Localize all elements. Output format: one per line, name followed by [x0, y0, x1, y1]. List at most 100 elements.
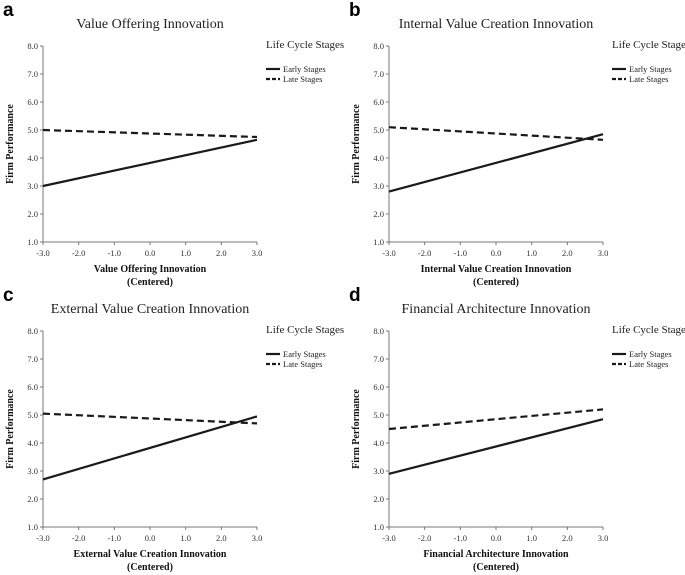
x-tick-label: 1.0: [180, 248, 191, 258]
x-tick-label: 3.0: [252, 533, 263, 543]
axes: [42, 46, 257, 243]
y-tick-label: 2.0: [373, 494, 384, 504]
legend-item-label: Late Stages: [629, 74, 668, 84]
axes: [42, 331, 257, 528]
x-tick-label: 0.0: [145, 533, 156, 543]
x-tick-label: 3.0: [598, 248, 609, 258]
x-tick-label: -1.0: [454, 533, 467, 543]
x-tick-label: -3.0: [382, 248, 395, 258]
series-line-early-stages: [388, 418, 604, 475]
y-tick-label: 1.0: [373, 522, 384, 532]
chart-title: Value Offering Innovation: [76, 17, 223, 32]
x-tick-label: 2.0: [562, 533, 573, 543]
y-tick-label: 8.0: [373, 326, 384, 336]
panel-letter: b: [349, 0, 361, 21]
legend-item-label: Late Stages: [629, 359, 668, 369]
legend-item-label: Early Stages: [283, 349, 326, 359]
legend-item-label: Early Stages: [629, 349, 672, 359]
legend-item-label: Late Stages: [283, 74, 322, 84]
y-tick-label: 5.0: [27, 125, 38, 135]
x-axis-label: Financial Architecture Innovation: [423, 549, 569, 560]
series-line-late-stages: [388, 408, 604, 431]
y-tick-label: 4.0: [373, 153, 384, 163]
legend-item-label: Early Stages: [629, 64, 672, 74]
y-tick-label: 1.0: [27, 522, 38, 532]
chart-title: Financial Architecture Innovation: [402, 302, 591, 317]
legend-title: Life Cycle Stages: [612, 324, 685, 336]
panel-letter: a: [3, 0, 14, 21]
x-tick-label: 1.0: [180, 533, 191, 543]
series-line-early-stages: [42, 415, 258, 481]
series-line-late-stages: [42, 412, 258, 425]
y-tick-label: 7.0: [27, 69, 38, 79]
chart-panel-d: d Financial Architecture Innovation 1.0 2.0…: [349, 285, 685, 573]
y-tick-label: 8.0: [27, 326, 38, 336]
y-tick-label: 3.0: [27, 466, 38, 476]
x-tick-label: 2.0: [216, 533, 227, 543]
series-line-early-stages: [42, 138, 258, 188]
legend-item-label: Late Stages: [283, 359, 322, 369]
chart-title: External Value Creation Innovation: [51, 302, 249, 317]
y-axis-label: Firm Performance: [351, 389, 362, 469]
y-tick-label: 7.0: [373, 69, 384, 79]
legend-title: Life Cycle Stages: [612, 39, 685, 51]
series-line-late-stages: [42, 128, 258, 139]
y-tick-label: 5.0: [373, 410, 384, 420]
y-axis-label: Firm Performance: [5, 389, 16, 469]
x-tick-label: -2.0: [418, 248, 431, 258]
y-tick-label: 1.0: [27, 237, 38, 247]
panel-letter: c: [3, 285, 14, 306]
x-tick-label: 0.0: [145, 248, 156, 258]
x-tick-label: -2.0: [418, 533, 431, 543]
chart-panel-b: b Internal Value Creation Innovation 1.0 2.…: [349, 0, 685, 288]
x-tick-label: 2.0: [216, 248, 227, 258]
legend-title: Life Cycle Stages: [266, 39, 344, 51]
y-tick-label: 2.0: [27, 494, 38, 504]
y-tick-label: 8.0: [373, 41, 384, 51]
x-axis-label-sub: (Centered): [127, 562, 173, 573]
y-tick-label: 6.0: [27, 382, 38, 392]
chart-panel-a: a Value Offering Innovation 1.0 2.0 3.0 4.0 5.…: [3, 0, 344, 288]
x-tick-label: -3.0: [36, 533, 49, 543]
x-tick-label: -2.0: [72, 248, 85, 258]
y-tick-label: 4.0: [373, 438, 384, 448]
x-tick-label: 1.0: [526, 248, 537, 258]
y-tick-label: 6.0: [373, 97, 384, 107]
series-line-early-stages: [388, 133, 604, 193]
y-tick-label: 3.0: [373, 181, 384, 191]
x-axis-label: Internal Value Creation Innovation: [421, 264, 572, 275]
x-tick-label: -3.0: [36, 248, 49, 258]
x-axis-label-sub: (Centered): [473, 562, 519, 573]
y-tick-label: 5.0: [373, 125, 384, 135]
y-axis-label: Firm Performance: [5, 104, 16, 184]
y-tick-label: 7.0: [27, 354, 38, 364]
y-tick-label: 6.0: [27, 97, 38, 107]
y-tick-label: 2.0: [373, 209, 384, 219]
x-tick-label: 3.0: [598, 533, 609, 543]
x-tick-label: 0.0: [491, 533, 502, 543]
x-tick-label: -1.0: [108, 533, 121, 543]
x-axis-label: External Value Creation Innovation: [74, 549, 227, 560]
y-tick-label: 1.0: [373, 237, 384, 247]
series-line-late-stages: [388, 126, 604, 141]
x-tick-label: -1.0: [108, 248, 121, 258]
chart-title: Internal Value Creation Innovation: [399, 17, 594, 32]
x-tick-label: -1.0: [454, 248, 467, 258]
x-axis-label-sub: (Centered): [473, 277, 519, 288]
x-tick-label: 2.0: [562, 248, 573, 258]
x-axis-label: Value Offering Innovation: [94, 264, 207, 275]
y-tick-label: 3.0: [373, 466, 384, 476]
axes: [388, 46, 603, 243]
y-tick-label: 3.0: [27, 181, 38, 191]
x-tick-label: 3.0: [252, 248, 263, 258]
y-tick-label: 7.0: [373, 354, 384, 364]
y-tick-label: 6.0: [373, 382, 384, 392]
panel-letter: d: [349, 285, 361, 306]
x-axis-label-sub: (Centered): [127, 277, 173, 288]
x-tick-label: 0.0: [491, 248, 502, 258]
x-tick-label: -2.0: [72, 533, 85, 543]
x-tick-label: -3.0: [382, 533, 395, 543]
axes: [388, 331, 603, 528]
y-tick-label: 2.0: [27, 209, 38, 219]
